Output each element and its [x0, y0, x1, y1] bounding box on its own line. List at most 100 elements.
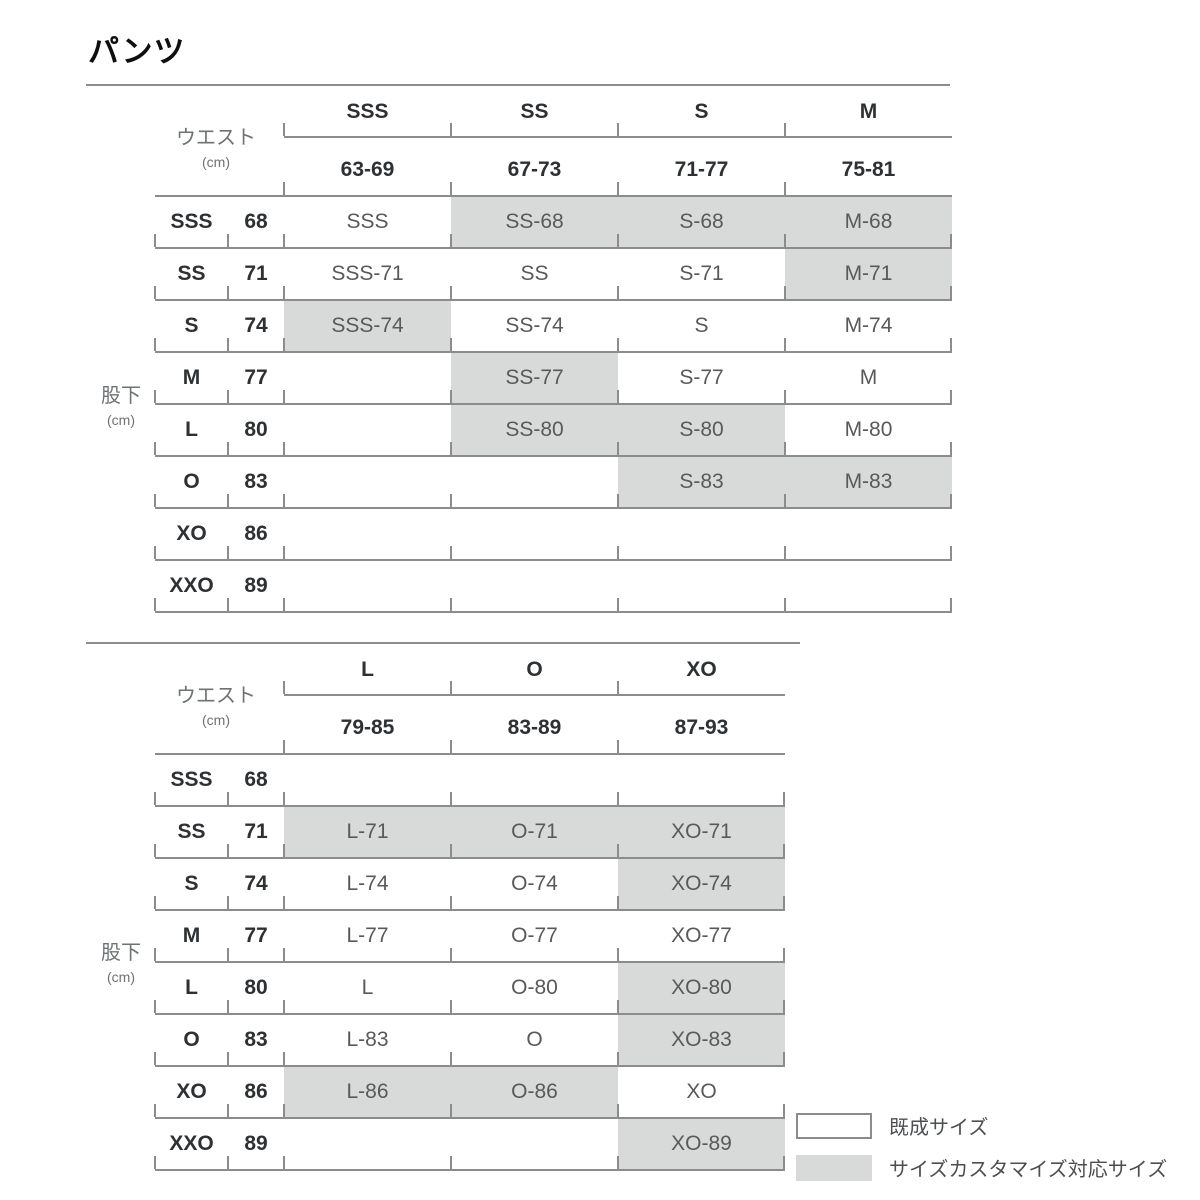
size-cell: L-83 [283, 1015, 451, 1065]
row-size-label: SSS [154, 755, 228, 805]
waist-range-row: 63-69 67-73 71-77 75-81 [155, 138, 952, 197]
top-divider [86, 84, 950, 86]
inseam-unit-text: (cm) [107, 412, 135, 428]
table-row: O 83 L-83 O XO-83 [154, 1015, 785, 1067]
row-size-label: SS [154, 249, 228, 299]
size-cell: L [283, 963, 451, 1013]
row-size-label: SS [154, 807, 228, 857]
size-cell [617, 561, 785, 611]
size-cell: SS [450, 249, 618, 299]
size-cell [450, 509, 618, 559]
customizable-swatch [796, 1154, 872, 1181]
size-cell [283, 405, 451, 455]
waist-label-text: ウエスト [176, 127, 256, 149]
size-cell: L-74 [283, 859, 451, 909]
size-cell: S-80 [617, 405, 785, 455]
table-row: SSS 68 SSS SS-68 S-68 M-68 [154, 197, 952, 249]
row-inseam-value: 89 [227, 1119, 284, 1169]
size-cell [283, 561, 451, 611]
waist-range-value: 63-69 [283, 138, 451, 195]
waist-axis-label-lower: ウエスト (cm) [163, 679, 269, 728]
waist-axis-label-upper: ウエスト (cm) [163, 121, 269, 170]
column-size-header: S [617, 97, 785, 138]
waist-unit-text: (cm) [202, 712, 230, 728]
size-cell [283, 509, 451, 559]
size-cell: O-71 [450, 807, 618, 857]
column-size-header: O [450, 655, 618, 696]
column-header-row: SSS SS S M [155, 97, 952, 138]
table-row: XXO 89 XO-89 [154, 1119, 785, 1171]
row-size-label: M [154, 353, 228, 403]
column-size-header: M [784, 97, 952, 138]
row-size-label: M [154, 911, 228, 961]
row-size-label: O [154, 457, 228, 507]
table-row: M 77 SS-77 S-77 M [154, 353, 952, 405]
size-cell [617, 755, 785, 805]
column-size-header: L [283, 655, 451, 696]
inseam-axis-label-upper: 股下 (cm) [92, 379, 150, 428]
inseam-axis-label-lower: 股下 (cm) [92, 936, 150, 985]
ready-made-swatch [796, 1112, 872, 1139]
middle-divider [86, 642, 800, 644]
waist-range-row: 79-85 83-89 87-93 [155, 696, 785, 755]
inseam-unit-text: (cm) [107, 969, 135, 985]
row-size-label: XO [154, 509, 228, 559]
legend-row-customizable: サイズカスタマイズ対応サイズ [796, 1153, 1167, 1182]
size-cell: S [617, 301, 785, 351]
waist-range-value: 79-85 [283, 696, 451, 753]
legend: 既成サイズ サイズカスタマイズ対応サイズ [796, 1111, 1167, 1195]
size-cell: SS-74 [450, 301, 618, 351]
row-size-label: S [154, 859, 228, 909]
size-cell: SSS-71 [283, 249, 451, 299]
size-cell [450, 755, 618, 805]
size-cell: SSS [283, 197, 451, 247]
size-cell: SS-77 [450, 353, 618, 403]
customizable-label: サイズカスタマイズ対応サイズ [889, 1159, 1168, 1181]
column-size-header: SS [450, 97, 618, 138]
table-row: XXO 89 [154, 561, 952, 613]
size-cell [283, 1119, 451, 1169]
size-cell [617, 509, 785, 559]
row-inseam-value: 86 [227, 1067, 284, 1117]
waist-label-text: ウエスト [176, 685, 256, 707]
row-inseam-value: 86 [227, 509, 284, 559]
row-inseam-value: 83 [227, 457, 284, 507]
row-size-label: S [154, 301, 228, 351]
size-cell: S-83 [617, 457, 785, 507]
size-cell [283, 457, 451, 507]
row-inseam-value: 71 [227, 249, 284, 299]
size-cell [283, 353, 451, 403]
row-inseam-value: 77 [227, 353, 284, 403]
size-cell: L-77 [283, 911, 451, 961]
waist-range-value: 75-81 [784, 138, 952, 195]
size-cell [450, 457, 618, 507]
row-size-label: L [154, 405, 228, 455]
row-inseam-value: 80 [227, 405, 284, 455]
size-cell: S-77 [617, 353, 785, 403]
size-cell: SS-68 [450, 197, 618, 247]
row-size-label: L [154, 963, 228, 1013]
size-cell: XO-71 [617, 807, 785, 857]
size-cell: L-71 [283, 807, 451, 857]
row-size-label: XXO [154, 561, 228, 611]
waist-unit-text: (cm) [202, 154, 230, 170]
table-row: L 80 SS-80 S-80 M-80 [154, 405, 952, 457]
ready-made-label: 既成サイズ [889, 1117, 989, 1139]
size-cell [784, 509, 952, 559]
size-cell: L-86 [283, 1067, 451, 1117]
size-cell: M-74 [784, 301, 952, 351]
row-inseam-value: 80 [227, 963, 284, 1013]
row-inseam-value: 89 [227, 561, 284, 611]
table-row: S 74 L-74 O-74 XO-74 [154, 859, 785, 911]
size-cell: M-80 [784, 405, 952, 455]
row-size-label: SSS [154, 197, 228, 247]
table-row: SS 71 L-71 O-71 XO-71 [154, 807, 785, 859]
row-inseam-value: 68 [227, 755, 284, 805]
size-cell: O-86 [450, 1067, 618, 1117]
row-inseam-value: 74 [227, 859, 284, 909]
waist-range-value: 71-77 [617, 138, 785, 195]
waist-range-value: 67-73 [450, 138, 618, 195]
size-cell: XO-77 [617, 911, 785, 961]
size-cell: O-80 [450, 963, 618, 1013]
size-cell: S-68 [617, 197, 785, 247]
